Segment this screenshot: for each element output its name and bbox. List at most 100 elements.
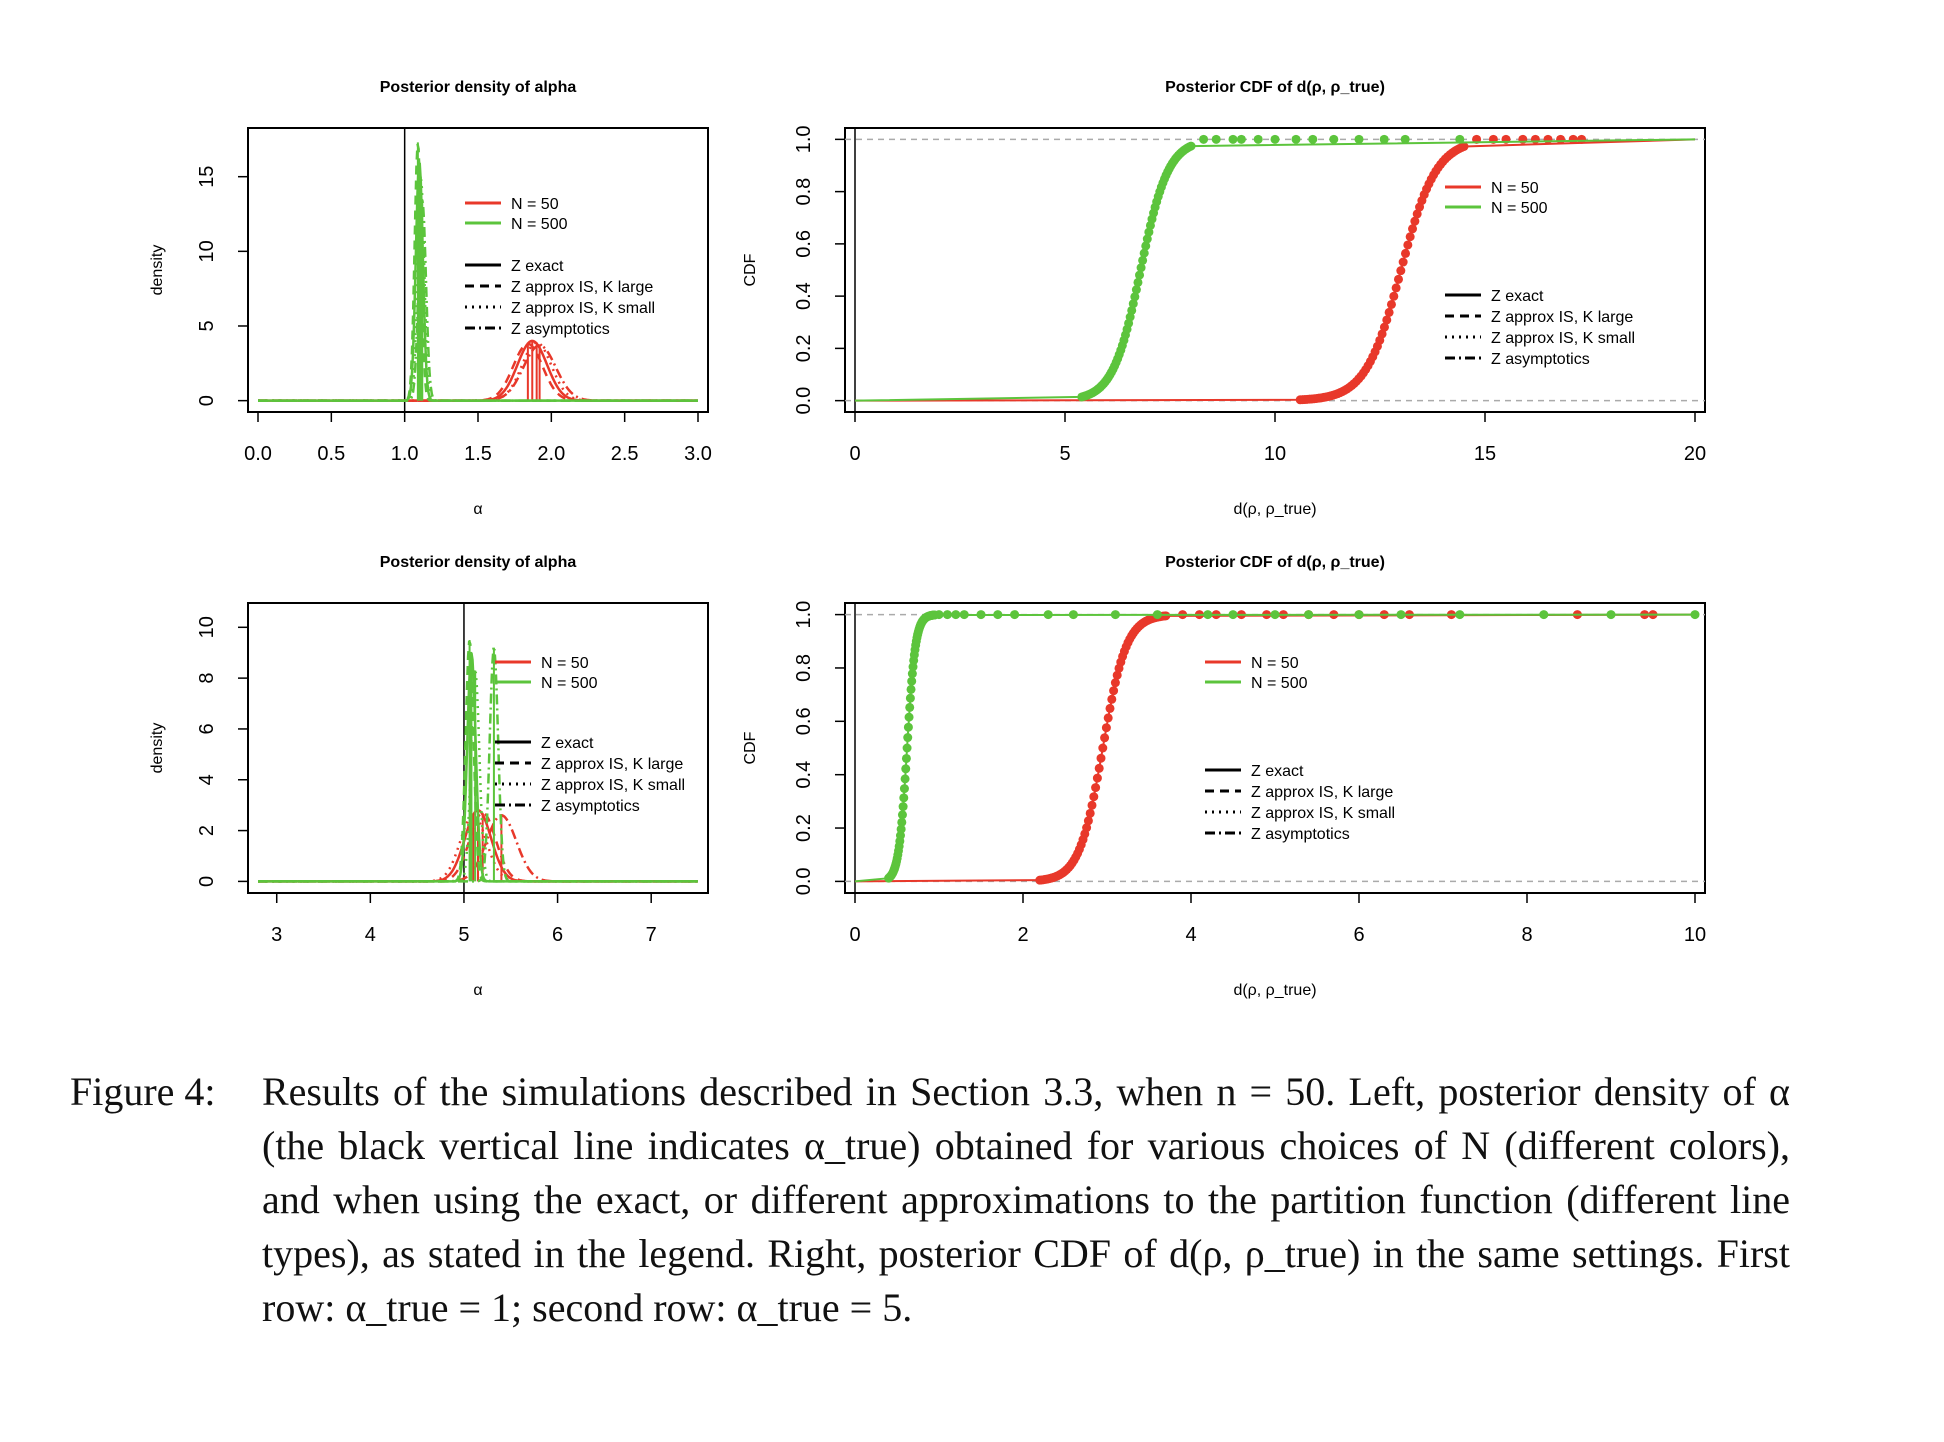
cdf-point (1377, 329, 1387, 339)
plot-frame (844, 602, 1706, 894)
density-curve (258, 199, 698, 402)
x-tick-label: 15 (1474, 443, 1496, 465)
cdf-point (1131, 285, 1141, 295)
y-tick-label: 0.8 (793, 654, 815, 682)
cdf-point (1101, 723, 1111, 733)
x-tick-label: 20 (1684, 443, 1706, 465)
cdf-point (1382, 315, 1392, 325)
legend-linetype-label: Z approx IS, K large (1251, 784, 1393, 801)
y-axis-label: density (149, 723, 166, 774)
chart-panel-3: Posterior density of alpha 3 4 5 6 7 0 2 4 6 8 10 α d… (149, 554, 709, 999)
x-tick-label: 7 (646, 924, 657, 946)
cdf-point (896, 824, 906, 834)
y-tick-label: 0.6 (793, 230, 815, 258)
cdf-point (1403, 240, 1413, 250)
cdf-point (1396, 610, 1406, 620)
plot-area (845, 134, 1705, 405)
legend-linetype-label: Z approx IS, K small (541, 777, 685, 794)
plot-area (845, 610, 1705, 885)
chart-panel-2: Posterior CDF of d(ρ, ρ_true) 0 5 10 15 20 0.0… (742, 79, 1706, 518)
cdf-point (899, 784, 909, 794)
cdf-point (1228, 610, 1238, 620)
legend-color-label: N = 500 (511, 216, 568, 233)
density-curve (258, 341, 698, 402)
cdf-point (1103, 713, 1113, 723)
y-tick-label: 0.8 (793, 178, 815, 206)
figure-label: Figure 4: (70, 1069, 216, 1114)
cdf-point (1412, 209, 1422, 219)
x-tick-label: 10 (1684, 924, 1706, 946)
y-axis-label: CDF (742, 253, 759, 286)
legend-color-label: N = 500 (1491, 200, 1548, 217)
cdf-point (899, 793, 909, 803)
density-curve (258, 344, 698, 402)
x-tick-label: 5 (1059, 443, 1070, 465)
cdf-point (1539, 610, 1549, 620)
chart-title: Posterior density of alpha (380, 554, 577, 571)
cdf-point (1543, 134, 1553, 144)
density-curve (258, 339, 698, 402)
legend-linetype-label: Z approx IS, K small (511, 300, 655, 317)
legend-linetype-label: Z asymptotics (541, 798, 640, 815)
cdf-point (1109, 686, 1119, 696)
cdf-point (1228, 134, 1238, 144)
cdf-point (1127, 305, 1137, 315)
y-tick-label: 0.2 (793, 334, 815, 362)
cdf-point (1135, 270, 1145, 280)
cdf-point (1100, 733, 1110, 743)
cdf-point (1455, 610, 1465, 620)
cdf-point (1556, 134, 1566, 144)
density-curve (258, 342, 698, 402)
x-tick-label: 5 (458, 924, 469, 946)
plot-area (258, 142, 698, 402)
legend-linetype-label: Z asymptotics (1491, 351, 1590, 368)
cdf-point (1082, 823, 1092, 833)
cdf-point (1401, 248, 1410, 258)
cdf-point (903, 722, 913, 732)
y-axis-label: density (149, 245, 166, 296)
legend-color-label: N = 500 (1251, 675, 1308, 692)
cdf-point (1085, 808, 1095, 818)
cdf-point (1098, 743, 1108, 753)
x-axis-label: d(ρ, ρ_true) (1233, 982, 1316, 999)
cdf-point (1142, 234, 1152, 244)
cdf-point (1096, 753, 1106, 763)
cdf-point (1010, 610, 1020, 620)
chart-title: Posterior CDF of d(ρ, ρ_true) (1165, 79, 1385, 96)
y-tick-label: 1.0 (793, 125, 815, 153)
cdf-point (1393, 274, 1403, 284)
cdf-point (1211, 134, 1221, 144)
cdf-point (1606, 610, 1616, 620)
cdf-point (1253, 134, 1263, 144)
y-tick-label: 10 (196, 616, 218, 638)
legend-linetype-label: Z asymptotics (1251, 826, 1350, 843)
y-tick-label: 15 (196, 166, 218, 188)
chart-title: Posterior CDF of d(ρ, ρ_true) (1165, 554, 1385, 571)
cdf-point (1112, 670, 1122, 680)
x-tick-label: 3 (271, 924, 282, 946)
cdf-point (1094, 763, 1104, 773)
cdf-point (993, 610, 1003, 620)
y-tick-label: 0 (196, 876, 218, 887)
plot-frame (247, 127, 709, 413)
legend-linetype-label: Z asymptotics (511, 321, 610, 338)
cdf-point (897, 817, 907, 827)
cdf-point (1083, 816, 1093, 826)
cdf-point (1043, 610, 1053, 620)
legend-linetype-label: Z exact (1251, 763, 1304, 780)
cdf-point (898, 802, 908, 812)
cdf-point (1354, 610, 1364, 620)
cdf-point (901, 764, 911, 774)
cdf-point (1152, 610, 1162, 620)
cdf-point (1308, 134, 1318, 144)
legend-linetype-label: Z exact (541, 735, 594, 752)
x-tick-label: 0.0 (244, 443, 272, 465)
cdf-point (1408, 224, 1418, 234)
density-curve (258, 143, 698, 402)
legend-linetype-label: Z approx IS, K large (541, 756, 683, 773)
y-tick-label: 10 (196, 240, 218, 262)
cdf-point (1110, 678, 1120, 688)
legend-linetype-label: Z exact (511, 258, 564, 275)
chart-panel-4: Posterior CDF of d(ρ, ρ_true) 0 2 4 6 8 10 0.0 0… (742, 554, 1706, 999)
